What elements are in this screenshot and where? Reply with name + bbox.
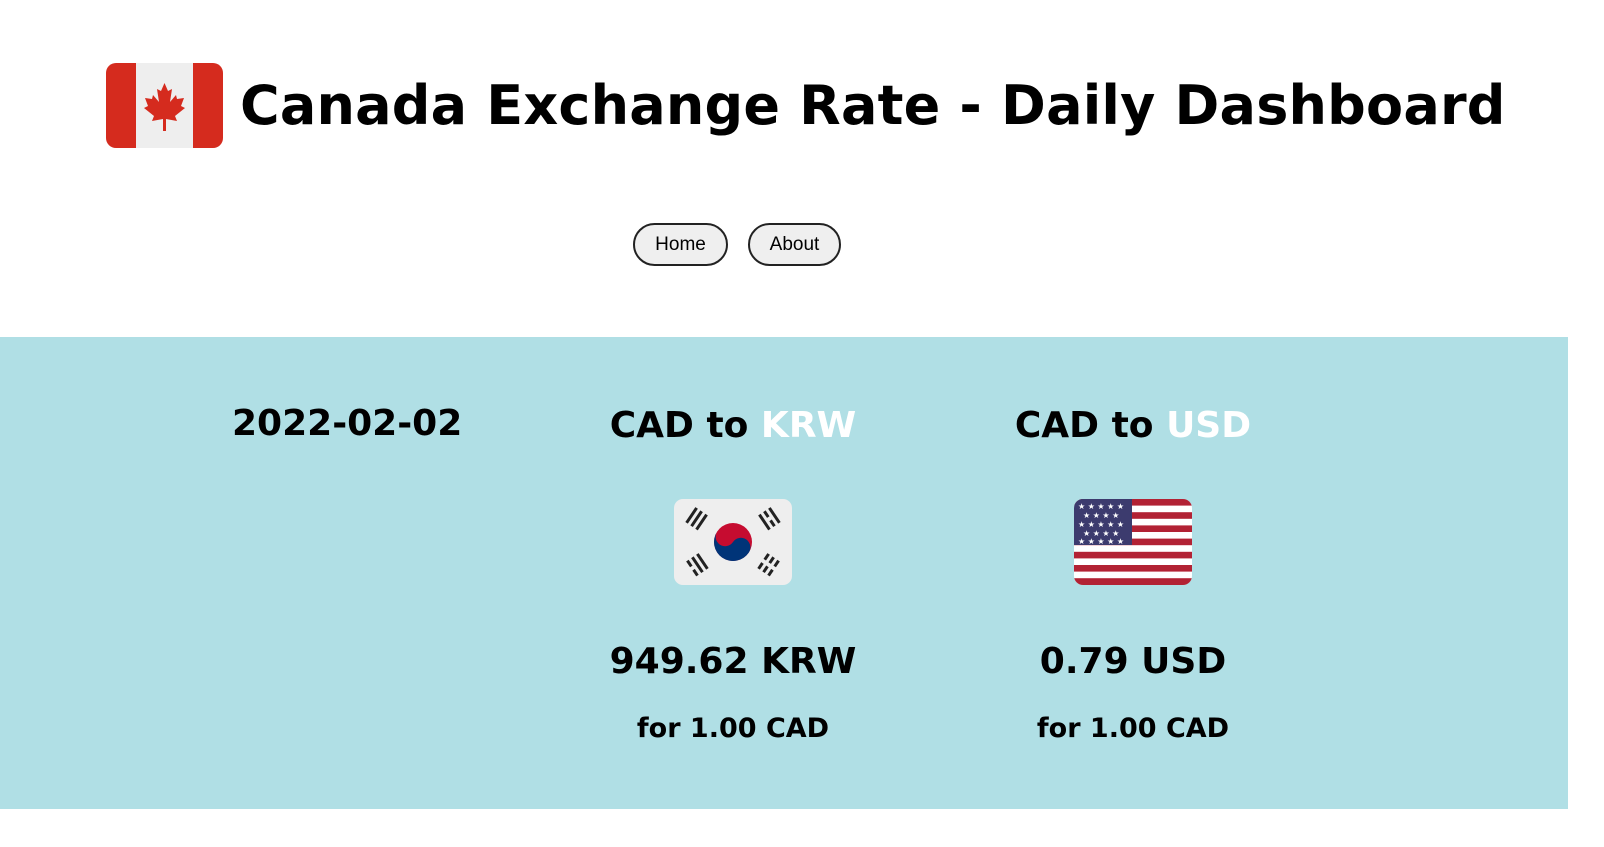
page-header: Canada Exchange Rate - Daily Dashboard — [106, 63, 1506, 148]
rate-card-usd: CAD to USD ★ ★ ★ ★ ★ — [953, 403, 1313, 744]
rate-date: 2022-02-02 — [232, 403, 463, 444]
usa-flag-icon: ★ ★ ★ ★ ★ ★ ★ ★ ★ ★ ★ ★ ★ ★ ★ ★ ★ ★ ★ ★ … — [1074, 499, 1192, 585]
svg-text:★ ★ ★ ★: ★ ★ ★ ★ — [1083, 529, 1119, 538]
currency-code: USD — [1166, 405, 1252, 446]
rate-amount: 949.62 KRW — [609, 641, 857, 682]
rate-card-heading: CAD to KRW — [553, 403, 913, 449]
rate-amount: 0.79 USD — [1039, 641, 1227, 682]
south-korea-flag-icon — [674, 499, 792, 585]
rate-card-prefix: CAD to — [1014, 405, 1167, 446]
svg-text:★ ★ ★ ★ ★: ★ ★ ★ ★ ★ — [1078, 520, 1124, 529]
svg-text:★ ★ ★ ★: ★ ★ ★ ★ — [1083, 511, 1119, 520]
rate-card-prefix: CAD to — [609, 405, 761, 446]
rate-card-heading: CAD to USD — [953, 403, 1313, 449]
svg-text:★ ★ ★ ★ ★: ★ ★ ★ ★ ★ — [1078, 502, 1124, 511]
page-title: Canada Exchange Rate - Daily Dashboard — [240, 74, 1506, 137]
rate-basis: for 1.00 CAD — [1036, 713, 1230, 744]
rate-card-krw: CAD to KRW — [553, 403, 913, 744]
main-nav: Home About — [633, 223, 841, 266]
currency-code: KRW — [760, 405, 857, 446]
rate-basis: for 1.00 CAD — [636, 713, 830, 744]
about-button[interactable]: About — [748, 223, 841, 266]
canada-flag-icon — [106, 63, 223, 148]
svg-text:★ ★ ★ ★ ★: ★ ★ ★ ★ ★ — [1078, 537, 1124, 546]
rates-panel: 2022-02-02 CAD to KRW — [0, 337, 1568, 809]
home-button[interactable]: Home — [633, 223, 728, 266]
